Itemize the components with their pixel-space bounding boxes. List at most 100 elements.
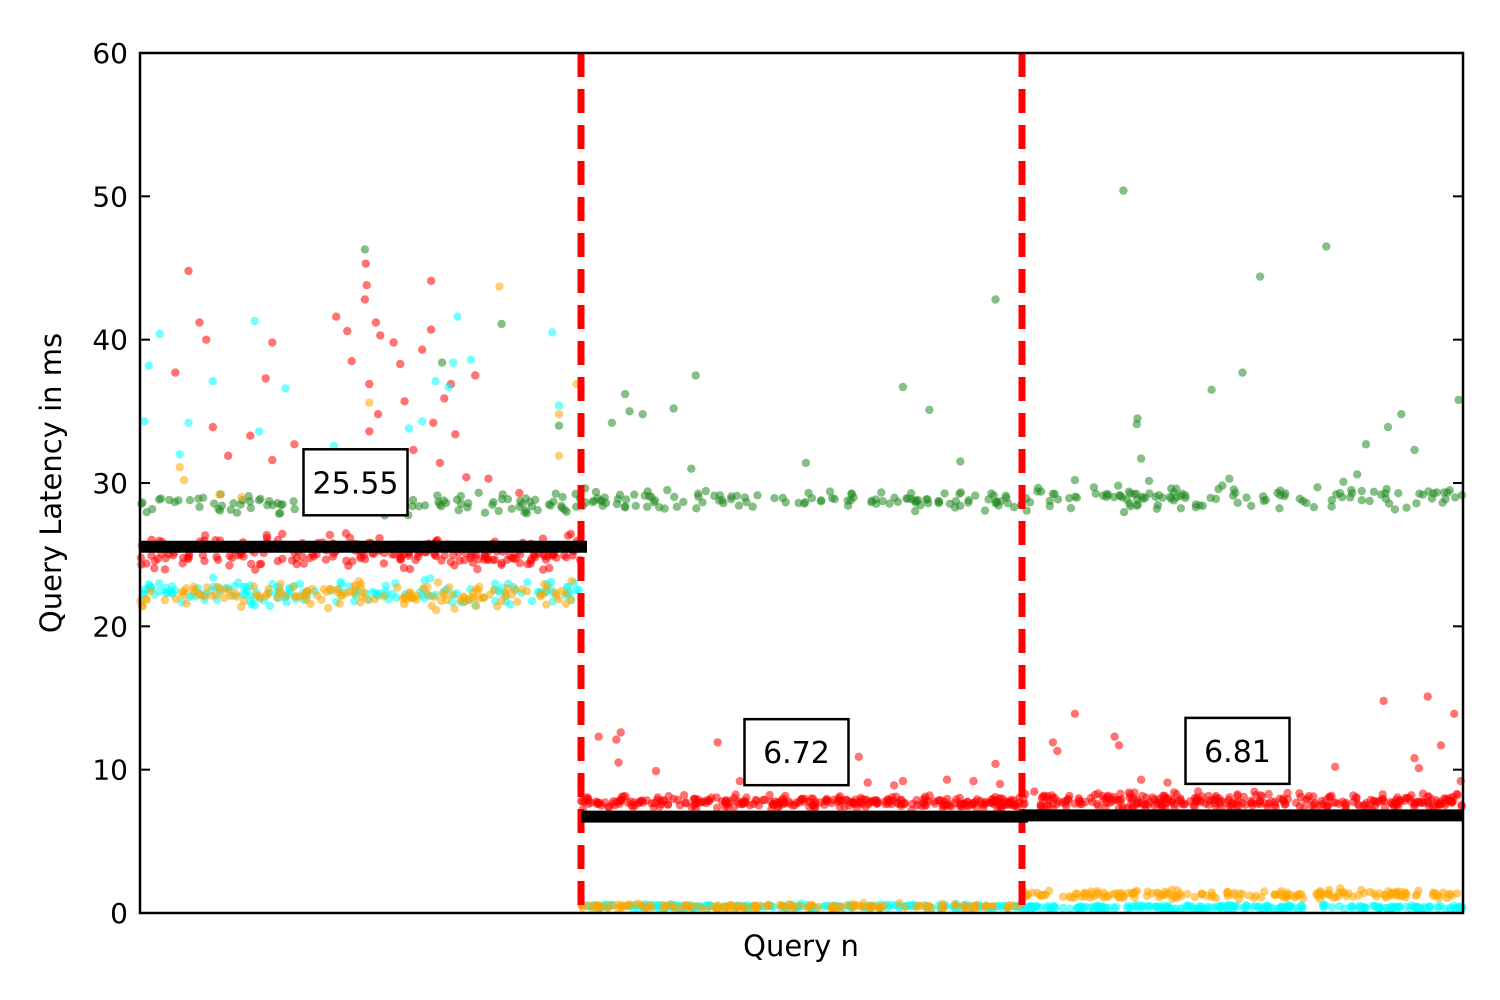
data-point (1431, 888, 1440, 898)
data-point (1242, 493, 1251, 502)
outlier-point (431, 377, 440, 386)
data-point (1196, 902, 1206, 911)
data-point (1183, 889, 1192, 899)
data-point (913, 495, 923, 505)
outlier-point (224, 451, 233, 460)
data-point (991, 498, 1000, 508)
data-point (523, 560, 532, 569)
data-point (306, 599, 315, 608)
data-point (212, 582, 222, 591)
data-point (1395, 798, 1404, 808)
outlier-point (548, 328, 557, 337)
data-point (392, 593, 401, 602)
data-point (405, 564, 415, 574)
data-point (1327, 496, 1337, 505)
outlier-point (1436, 741, 1446, 750)
data-point (1443, 488, 1452, 497)
data-point (1369, 487, 1379, 496)
data-point (1241, 800, 1250, 809)
data-point (597, 801, 606, 810)
data-point (325, 530, 335, 540)
outlier-point (735, 776, 744, 786)
data-point (1258, 492, 1268, 501)
data-point (867, 496, 876, 505)
data-point (1177, 904, 1186, 913)
data-point (1291, 798, 1301, 807)
data-point (346, 587, 355, 596)
outlier-point (1322, 242, 1331, 251)
data-point (847, 489, 856, 498)
data-point (620, 502, 630, 511)
data-point (1275, 504, 1284, 513)
data-point (1401, 893, 1410, 902)
outlier-point (208, 377, 217, 386)
data-point (545, 563, 554, 573)
data-point (825, 487, 835, 496)
data-point (830, 494, 839, 504)
data-point (1049, 901, 1058, 911)
data-point (1070, 893, 1079, 902)
data-point (256, 559, 266, 569)
mean-lines (140, 540, 1463, 823)
outlier-point (343, 326, 352, 336)
outlier-point (281, 384, 290, 393)
data-point (661, 901, 670, 911)
data-point (991, 796, 1000, 805)
outlier-point (418, 345, 427, 354)
data-point (341, 529, 351, 538)
data-point (507, 504, 516, 513)
data-point (1379, 797, 1389, 806)
data-point (1030, 787, 1039, 796)
data-point (1447, 891, 1457, 900)
data-point (1190, 904, 1199, 914)
data-point (1436, 902, 1446, 911)
data-point (770, 493, 779, 503)
data-point (360, 555, 370, 564)
data-point (955, 501, 965, 510)
data-point (1160, 887, 1170, 896)
data-point (1142, 902, 1152, 911)
outlier-point (625, 407, 634, 416)
data-point (503, 583, 512, 593)
data-point (875, 903, 885, 912)
data-point (179, 553, 188, 562)
data-point (226, 505, 235, 514)
data-point (165, 495, 174, 505)
outlier-point (1255, 272, 1265, 281)
data-point (765, 790, 774, 800)
data-point (742, 497, 751, 507)
data-point (539, 580, 549, 589)
data-point (646, 900, 655, 910)
data-point (515, 502, 524, 511)
data-point (1168, 797, 1177, 806)
outlier-point (1410, 445, 1419, 455)
outlier-point (1070, 709, 1080, 718)
data-point (490, 555, 500, 565)
outlier-point (184, 266, 193, 276)
data-point (493, 602, 502, 611)
data-point (923, 797, 932, 806)
data-point (643, 502, 652, 511)
data-point (536, 590, 546, 599)
data-point (498, 490, 507, 499)
data-point (1347, 902, 1357, 911)
data-point (1204, 791, 1213, 801)
data-point (753, 491, 762, 500)
data-point (633, 899, 642, 908)
outlier-point (1383, 422, 1393, 432)
data-point (972, 802, 981, 812)
y-axis-ticks: 0 10 20 30 40 50 60 (92, 37, 1463, 930)
data-point (503, 555, 512, 564)
data-point (713, 901, 723, 910)
y-tick-label: 30 (92, 467, 128, 500)
outlier-point (1238, 368, 1247, 377)
outlier-point (451, 430, 460, 439)
data-point (1005, 901, 1014, 910)
data-point (473, 564, 482, 574)
outlier-point (1330, 762, 1340, 771)
data-point (212, 552, 221, 562)
data-point (890, 493, 899, 502)
data-point (1296, 792, 1305, 802)
outlier-point (444, 382, 453, 392)
data-point (278, 554, 287, 564)
